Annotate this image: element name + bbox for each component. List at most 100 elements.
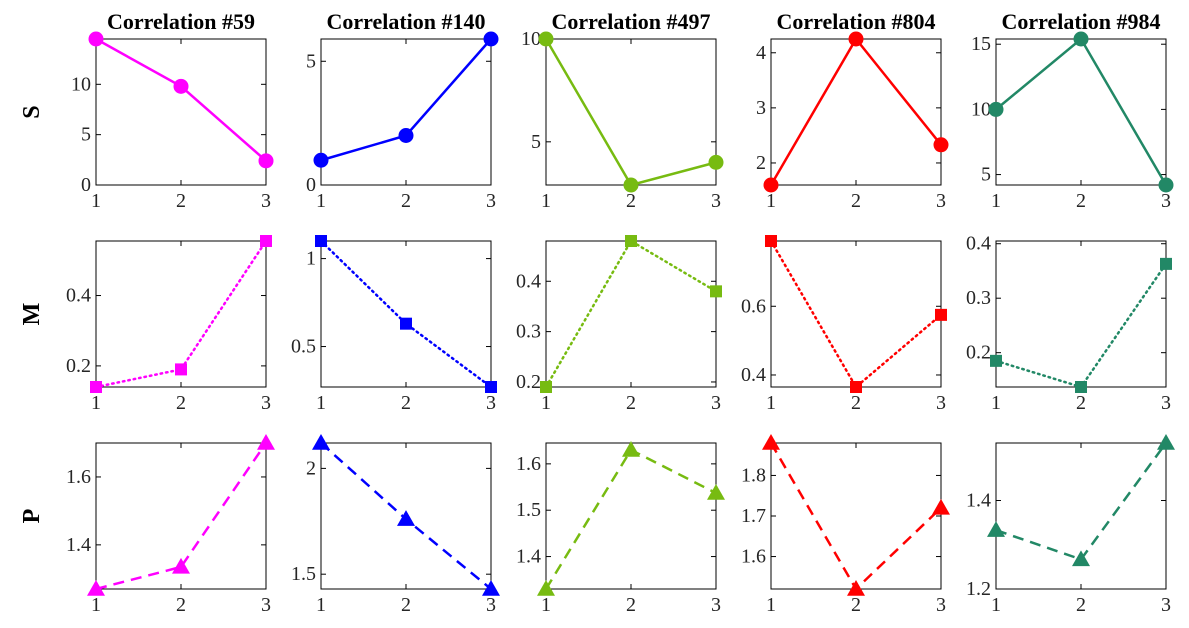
x-tick-label: 2 (626, 190, 636, 212)
y-tick-label: 5 (981, 164, 991, 186)
panel-s-col1: 1 2 3 0 5 10 (71, 31, 274, 212)
x-tick-label: 1 (991, 190, 1001, 212)
x-tick-label: 1 (91, 594, 101, 616)
data-point-1 (765, 235, 777, 247)
axes-box (995, 442, 1167, 590)
x-tick-label: 3 (1161, 392, 1171, 414)
y-tick-label: 10 (521, 28, 541, 50)
y-tick-label: 0.4 (66, 285, 91, 307)
y-tick-label: 5 (531, 131, 541, 153)
y-tick-label: 1.4 (66, 534, 91, 556)
series-line (769, 36, 942, 186)
axes-box (545, 442, 717, 590)
data-point-2 (398, 128, 414, 144)
panel-m-col2: 1 2 3 0.5 1 (291, 235, 497, 414)
series-line (995, 442, 1168, 561)
x-tick-label: 2 (1076, 594, 1086, 616)
x-tick-label: 2 (626, 594, 636, 616)
data-point-3 (483, 31, 499, 47)
x-tick-label: 2 (851, 392, 861, 414)
column-title-5: Correlation #984 (1001, 9, 1160, 34)
x-tick-label: 2 (401, 392, 411, 414)
x-tick-label: 2 (1076, 392, 1086, 414)
data-point-1 (988, 101, 1004, 117)
y-tick-label: 1.4 (516, 546, 541, 568)
y-tick-label: 4 (756, 42, 766, 64)
y-tick-label: 0.3 (516, 321, 541, 343)
panel-m-col4: 1 2 3 0.4 0.6 (741, 235, 947, 414)
row-label-s: S (19, 105, 45, 118)
series-line (544, 448, 717, 590)
y-tick-label: 2 (756, 152, 766, 174)
data-point-2 (175, 363, 187, 376)
y-tick-label: 1.2 (966, 578, 991, 600)
series-line (994, 262, 1168, 389)
x-tick-label: 2 (401, 190, 411, 212)
axes-box (995, 240, 1167, 388)
y-tick-label: 5 (81, 124, 91, 146)
axes-box (770, 240, 942, 388)
panel-p-col1: 1 2 3 1.4 1.6 (66, 434, 275, 616)
data-point-1 (538, 31, 554, 47)
y-tick-label: 1.7 (741, 505, 766, 527)
data-point-3 (260, 235, 272, 247)
y-tick-label: 10 (971, 98, 991, 120)
x-tick-label: 3 (486, 392, 496, 414)
axes-box (320, 38, 492, 186)
x-tick-label: 1 (766, 594, 776, 616)
data-point-3 (707, 484, 725, 500)
axes-box (995, 38, 1167, 186)
panel-s-col2: 1 2 3 0 5 (306, 31, 499, 212)
x-tick-label: 1 (316, 594, 326, 616)
x-tick-label: 3 (261, 190, 271, 212)
data-point-3 (708, 154, 724, 170)
panel-m-col1: 1 2 3 0.2 0.4 (66, 235, 272, 414)
x-tick-label: 2 (176, 190, 186, 212)
data-point-1 (540, 381, 552, 393)
panel-s-col5: 1 2 3 5 10 15 (971, 31, 1174, 212)
data-point-3 (1160, 257, 1172, 270)
y-tick-label: 1 (306, 248, 316, 270)
x-tick-label: 3 (936, 594, 946, 616)
x-tick-label: 3 (486, 190, 496, 212)
x-tick-label: 1 (541, 392, 551, 414)
y-tick-label: 0.4 (741, 364, 766, 386)
data-point-3 (257, 434, 275, 450)
y-tick-label: 10 (71, 73, 91, 95)
data-point-1 (990, 354, 1002, 367)
data-point-1 (987, 521, 1005, 537)
data-point-3 (932, 498, 950, 515)
row-labels: S M P (19, 105, 45, 523)
y-tick-label: 0 (81, 174, 91, 196)
y-tick-label: 0.5 (291, 336, 316, 358)
y-tick-label: 1.4 (966, 490, 991, 512)
series-line (95, 37, 267, 162)
data-point-1 (90, 381, 102, 393)
panel-p-col3: 1 2 3 1.4 1.5 1.6 (516, 440, 725, 616)
row-label-m: M (19, 303, 45, 326)
y-tick-label: 1.5 (516, 499, 541, 521)
x-tick-label: 3 (936, 392, 946, 414)
x-tick-label: 3 (261, 392, 271, 414)
data-point-2 (1075, 381, 1087, 393)
y-tick-label: 15 (971, 33, 991, 55)
data-point-3 (1158, 177, 1174, 193)
x-tick-label: 3 (486, 594, 496, 616)
x-tick-label: 2 (851, 594, 861, 616)
x-tick-label: 3 (711, 392, 721, 414)
column-title-2: Correlation #140 (326, 9, 485, 34)
x-tick-label: 2 (401, 594, 411, 616)
column-titles: Correlation #59 Correlation #140 Correlati… (107, 9, 1161, 34)
x-tick-label: 1 (316, 190, 326, 212)
y-tick-label: 0.4 (966, 233, 991, 255)
y-tick-label: 0.2 (66, 355, 91, 377)
panel-p-col2: 1 2 3 1.5 2 (291, 434, 500, 616)
y-tick-label: 0.4 (516, 270, 541, 292)
y-tick-label: 0.2 (516, 371, 541, 393)
x-tick-label: 2 (176, 392, 186, 414)
panel-p-col5: 1 2 3 1.2 1.4 (966, 434, 1175, 616)
x-tick-label: 2 (626, 392, 636, 414)
data-point-1 (312, 434, 330, 450)
